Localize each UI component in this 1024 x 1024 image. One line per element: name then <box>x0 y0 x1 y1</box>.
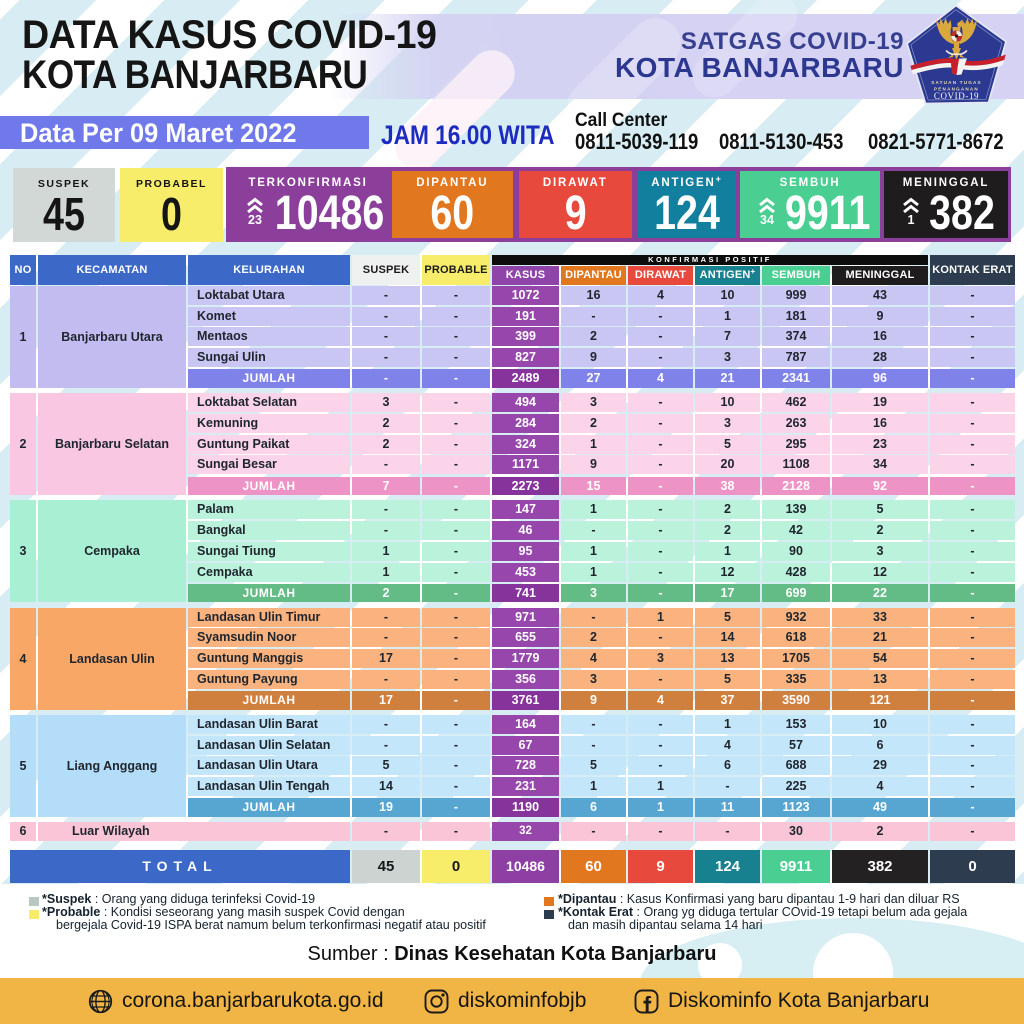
svg-text:PENANGANAN: PENANGANAN <box>934 87 979 92</box>
svg-text:COVID-19: COVID-19 <box>934 91 979 101</box>
svg-text:SATUAN TUGAS: SATUAN TUGAS <box>931 80 982 85</box>
